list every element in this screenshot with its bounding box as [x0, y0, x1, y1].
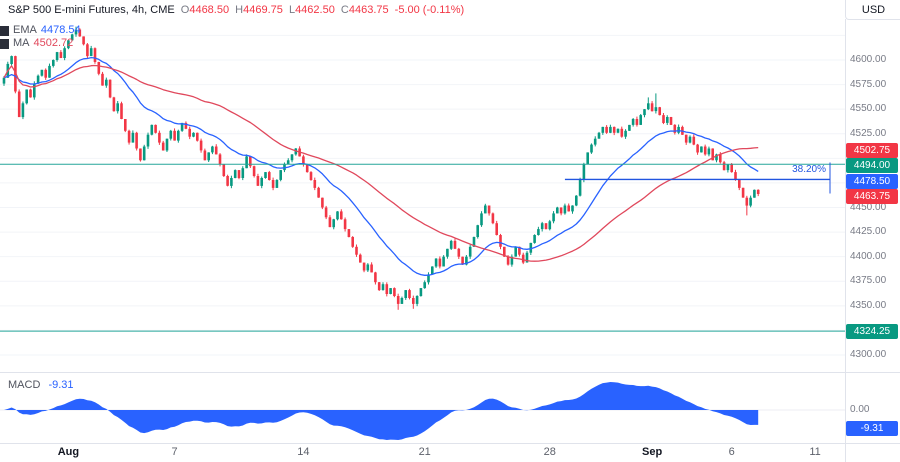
ma-value: 4502.72 [33, 37, 74, 49]
symbol-title[interactable]: S&P 500 E-mini Futures, 4h, CME [8, 4, 175, 16]
fib-level-label[interactable]: 38.20% [792, 164, 826, 175]
ema-name: EMA [13, 24, 37, 36]
time-axis-label: 11 [809, 446, 821, 458]
open-label: O [180, 4, 190, 16]
macd-value-badge: -9.31 [846, 421, 898, 437]
currency-toggle-button[interactable]: USD [845, 0, 900, 20]
indicator-icon [0, 25, 9, 36]
price-axis-label: 4400.00 [850, 250, 887, 262]
open-value: 4468.50 [189, 4, 230, 16]
symbol-header: S&P 500 E-mini Futures, 4h, CME O4468.50… [8, 4, 467, 16]
price-badge: 4494.00 [846, 158, 898, 174]
time-axis-label: 28 [543, 446, 556, 458]
high-value: 4469.75 [243, 4, 283, 16]
price-axis-label: 4300.00 [850, 349, 887, 360]
price-badge: 4463.75 [846, 189, 898, 205]
low-label: L [288, 4, 296, 16]
macd-legend[interactable]: MACD -9.31 [8, 379, 74, 391]
macd-name: MACD [8, 379, 41, 391]
ema-value: 4478.54 [40, 24, 81, 36]
close-label: C [340, 4, 349, 16]
close-value: 4463.75 [348, 4, 389, 16]
price-axis-label: 4425.00 [850, 226, 887, 238]
ma-name: MA [13, 37, 30, 49]
price-axis-label: 4375.00 [850, 275, 887, 287]
macd-value: -9.31 [48, 379, 74, 391]
price-axis-label: 4525.00 [850, 127, 887, 139]
macd-zero-label: 0.00 [850, 404, 870, 415]
time-axis-label: Aug [57, 446, 80, 458]
low-value: 4462.50 [295, 4, 335, 16]
time-axis-label: 21 [418, 446, 431, 458]
indicator-icon [0, 38, 9, 49]
price-axis-label: 4600.00 [850, 54, 887, 65]
ma-legend-row[interactable]: MA 4502.72 [0, 37, 81, 50]
change-value: -5.00 (-0.11%) [394, 4, 465, 16]
time-axis-label: 14 [297, 446, 310, 458]
ema-legend-row[interactable]: EMA 4478.54 [0, 24, 81, 37]
time-axis-label: 7 [171, 446, 178, 458]
price-axis-label: 4350.00 [850, 299, 887, 311]
price-badge: 4324.25 [846, 323, 898, 339]
time-axis-label: Sep [641, 446, 663, 458]
time-axis[interactable]: Aug 7 14 21 28 Sep 6 11 [0, 443, 845, 462]
price-axis-label: 4450.00 [850, 201, 887, 213]
price-badge: 4502.75 [846, 142, 898, 158]
high-label: H [235, 4, 244, 16]
price-badge: 4478.50 [846, 173, 898, 189]
time-axis-label: 6 [728, 446, 735, 458]
indicator-legend: EMA 4478.54 MA 4502.72 [0, 24, 81, 50]
price-axis-label: 4550.00 [850, 103, 887, 115]
price-axis-label: 4575.00 [850, 78, 887, 90]
price-axis[interactable]: 0.00 4600.00 4575.00 4550.00 4525.00 4450.00… [845, 0, 900, 462]
